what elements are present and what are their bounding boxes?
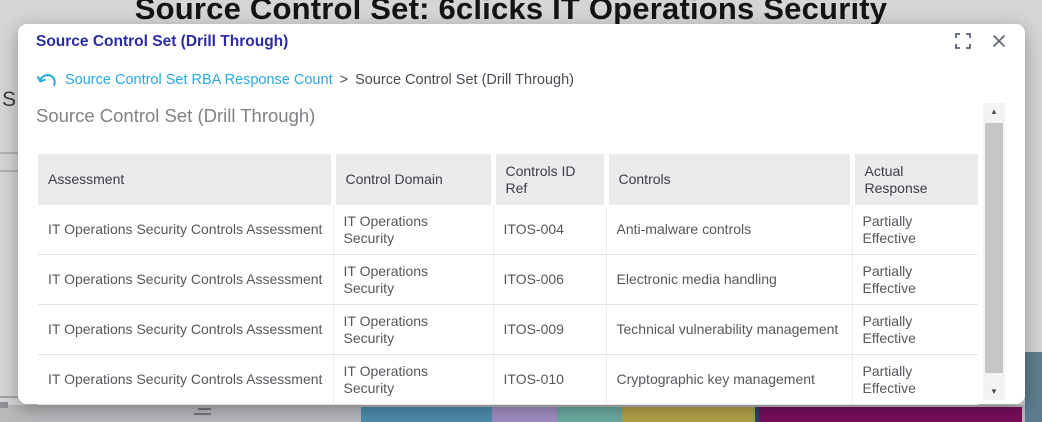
section-heading: Source Control Set (Drill Through) <box>36 105 316 126</box>
background-axis-mark <box>194 413 211 415</box>
modal-actions <box>953 31 1009 51</box>
cell-actual-response: Partially Effective <box>851 304 978 355</box>
scrollbar-up-arrow-icon[interactable]: ▲ <box>983 103 1005 120</box>
cell-assessment: IT Operations Security Controls Assessme… <box>38 354 333 405</box>
background-line <box>0 170 18 172</box>
background-chart-bar <box>492 407 557 422</box>
cell-actual-response: Partially Effective <box>851 205 978 255</box>
cell-actual-response: Partially Effective <box>851 254 978 305</box>
cell-controls: Cryptographic key management <box>605 354 852 405</box>
background-right-chart-fragment <box>1025 352 1042 422</box>
background-axis-mark <box>198 408 211 410</box>
background-chart-bar <box>759 407 1022 422</box>
background-chart-bar <box>361 407 492 422</box>
cell-control-domain: IT Operations Security <box>332 205 493 255</box>
column-header-assessment: Assessment <box>38 154 333 205</box>
breadcrumb-back-link[interactable]: Source Control Set RBA Response Count <box>65 72 333 88</box>
breadcrumb: Source Control Set RBA Response Count > … <box>36 70 574 90</box>
drill-through-modal: Source Control Set (Drill Through) Sourc… <box>18 24 1025 405</box>
cell-controls-id-ref: ITOS-010 <box>492 354 606 405</box>
cell-assessment: IT Operations Security Controls Assessme… <box>38 254 333 305</box>
background-line <box>0 396 18 398</box>
drill-through-table: Assessment Control Domain Controls ID Re… <box>38 154 978 405</box>
background-chart-bar <box>755 407 759 422</box>
back-arrow-icon[interactable] <box>36 70 58 90</box>
background-chart-bar <box>622 407 755 422</box>
table-row: IT Operations Security Controls Assessme… <box>38 354 978 405</box>
background-partial-text: S <box>2 88 17 111</box>
close-icon[interactable] <box>989 31 1009 51</box>
column-header-actual-response: Actual Response <box>849 154 978 205</box>
cell-control-domain: IT Operations Security <box>332 354 493 405</box>
background-page-title: Source Control Set: 6clicks IT Operation… <box>134 0 888 26</box>
background-line <box>0 152 18 154</box>
cell-controls: Technical vulnerability management <box>605 304 852 355</box>
cell-controls-id-ref: ITOS-004 <box>492 205 606 255</box>
background-chart-bar <box>557 407 622 422</box>
table-header-row: Assessment Control Domain Controls ID Re… <box>38 154 978 205</box>
cell-controls-id-ref: ITOS-006 <box>492 254 606 305</box>
breadcrumb-current: Source Control Set (Drill Through) <box>355 72 574 88</box>
modal-title: Source Control Set (Drill Through) <box>36 33 289 50</box>
scrollbar-thumb[interactable] <box>985 123 1003 373</box>
column-header-control-domain: Control Domain <box>330 154 493 205</box>
cell-controls: Electronic media handling <box>605 254 852 305</box>
cell-controls: Anti-malware controls <box>605 205 852 255</box>
background-chart-bars <box>0 407 1042 422</box>
table-row: IT Operations Security Controls Assessme… <box>38 254 978 305</box>
scrollbar-down-arrow-icon[interactable]: ▼ <box>983 383 1005 400</box>
background-corner-mark <box>0 402 8 408</box>
column-header-controls: Controls <box>603 154 852 205</box>
cell-assessment: IT Operations Security Controls Assessme… <box>38 304 333 355</box>
cell-control-domain: IT Operations Security <box>332 254 493 305</box>
fullscreen-icon[interactable] <box>953 31 973 51</box>
table-row: IT Operations Security Controls Assessme… <box>38 304 978 355</box>
table-row: IT Operations Security Controls Assessme… <box>38 205 978 255</box>
cell-control-domain: IT Operations Security <box>332 304 493 355</box>
cell-actual-response: Partially Effective <box>851 354 978 405</box>
column-header-controls-id-ref: Controls ID Ref <box>490 154 606 205</box>
cell-controls-id-ref: ITOS-009 <box>492 304 606 355</box>
cell-assessment: IT Operations Security Controls Assessme… <box>48 221 323 238</box>
table-scrollbar[interactable]: ▲ ▼ <box>983 103 1005 400</box>
breadcrumb-separator: > <box>339 72 349 88</box>
